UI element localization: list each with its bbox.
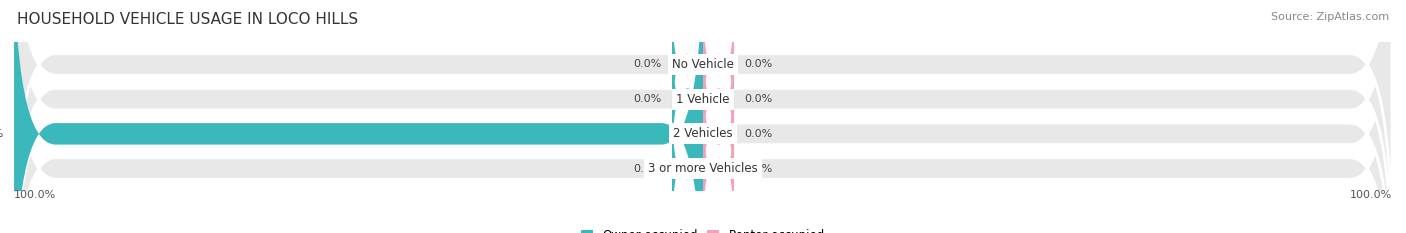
Text: 0.0%: 0.0% [744, 164, 772, 174]
Text: 1 Vehicle: 1 Vehicle [676, 93, 730, 106]
FancyBboxPatch shape [14, 0, 1392, 233]
Text: 0.0%: 0.0% [634, 164, 662, 174]
Text: 0.0%: 0.0% [634, 59, 662, 69]
FancyBboxPatch shape [703, 0, 734, 132]
FancyBboxPatch shape [672, 101, 703, 233]
FancyBboxPatch shape [14, 0, 703, 233]
FancyBboxPatch shape [14, 0, 1392, 233]
Text: 100.0%: 100.0% [1350, 190, 1392, 200]
Text: 0.0%: 0.0% [744, 94, 772, 104]
Text: 0.0%: 0.0% [744, 59, 772, 69]
Text: 0.0%: 0.0% [744, 129, 772, 139]
FancyBboxPatch shape [14, 0, 1392, 233]
FancyBboxPatch shape [703, 101, 734, 233]
Text: Source: ZipAtlas.com: Source: ZipAtlas.com [1271, 12, 1389, 22]
FancyBboxPatch shape [672, 0, 703, 132]
Text: No Vehicle: No Vehicle [672, 58, 734, 71]
Text: 3 or more Vehicles: 3 or more Vehicles [648, 162, 758, 175]
Text: 100.0%: 100.0% [14, 190, 56, 200]
Text: HOUSEHOLD VEHICLE USAGE IN LOCO HILLS: HOUSEHOLD VEHICLE USAGE IN LOCO HILLS [17, 12, 359, 27]
Text: 0.0%: 0.0% [634, 94, 662, 104]
Text: 2 Vehicles: 2 Vehicles [673, 127, 733, 140]
FancyBboxPatch shape [703, 32, 734, 166]
Legend: Owner-occupied, Renter-occupied: Owner-occupied, Renter-occupied [581, 229, 825, 233]
FancyBboxPatch shape [703, 67, 734, 201]
FancyBboxPatch shape [672, 32, 703, 166]
Text: 100.0%: 100.0% [0, 129, 4, 139]
FancyBboxPatch shape [14, 0, 1392, 233]
